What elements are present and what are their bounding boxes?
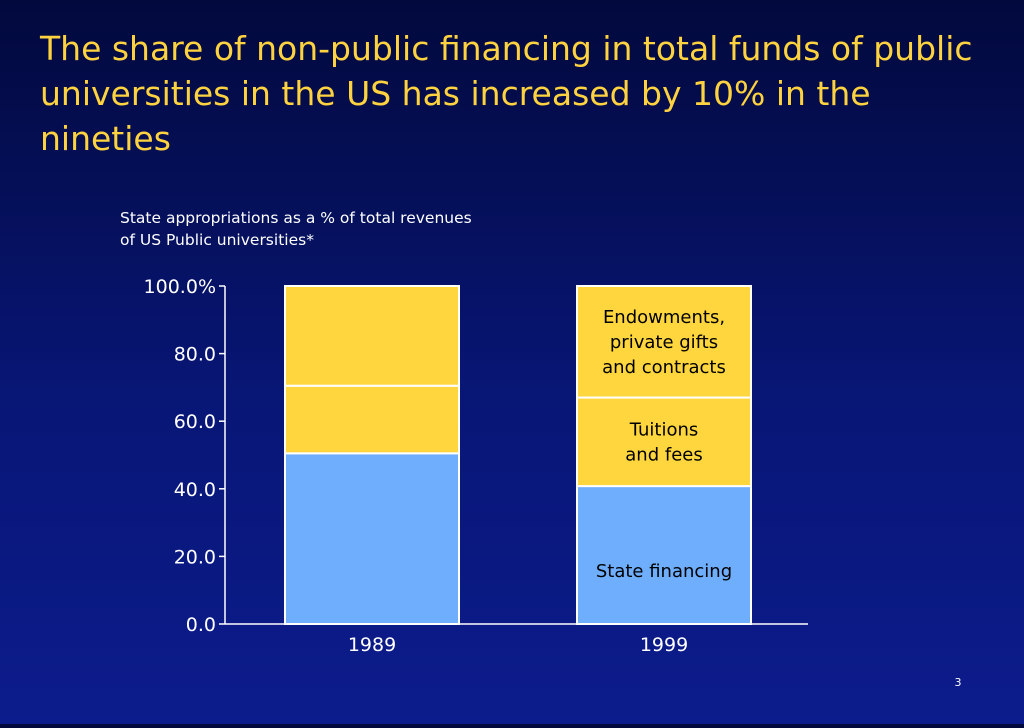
segment-label-endowments: and contracts bbox=[602, 357, 726, 378]
y-tick-label: 60.0 bbox=[174, 411, 216, 433]
y-tick-label: 40.0 bbox=[174, 479, 216, 501]
bar-segment-1989-state-financing bbox=[284, 452, 460, 625]
x-tick-label-1999: 1999 bbox=[640, 634, 688, 656]
x-tick-label-1989: 1989 bbox=[348, 634, 396, 656]
bar-segment-1989-endowments bbox=[284, 285, 460, 387]
bar-segment-1999-tuitions-and-fees bbox=[576, 396, 752, 488]
segment-label-endowments: private gifts bbox=[610, 332, 718, 353]
segment-label-tuitions-and-fees: Tuitions bbox=[629, 419, 699, 440]
y-tick-label: 0.0 bbox=[186, 614, 216, 636]
y-tick-label: 20.0 bbox=[174, 546, 216, 568]
chart-subtitle: State appropriations as a % of total rev… bbox=[120, 209, 472, 249]
y-tick-label: 100.0% bbox=[144, 276, 216, 298]
bar-segment-1999-state-financing bbox=[576, 485, 752, 626]
y-tick-label: 80.0 bbox=[174, 344, 216, 366]
segment-label-endowments: Endowments, bbox=[603, 307, 725, 328]
slide-title: The share of non-public financing in tot… bbox=[40, 29, 973, 158]
segment-label-tuitions-and-fees: and fees bbox=[625, 444, 702, 465]
bar-segment-1999-endowments bbox=[576, 285, 752, 399]
page-number: 3 bbox=[954, 676, 962, 689]
segment-label-state-financing: State financing bbox=[596, 561, 732, 582]
bar-segment-1989-tuitions-and-fees bbox=[284, 384, 460, 455]
